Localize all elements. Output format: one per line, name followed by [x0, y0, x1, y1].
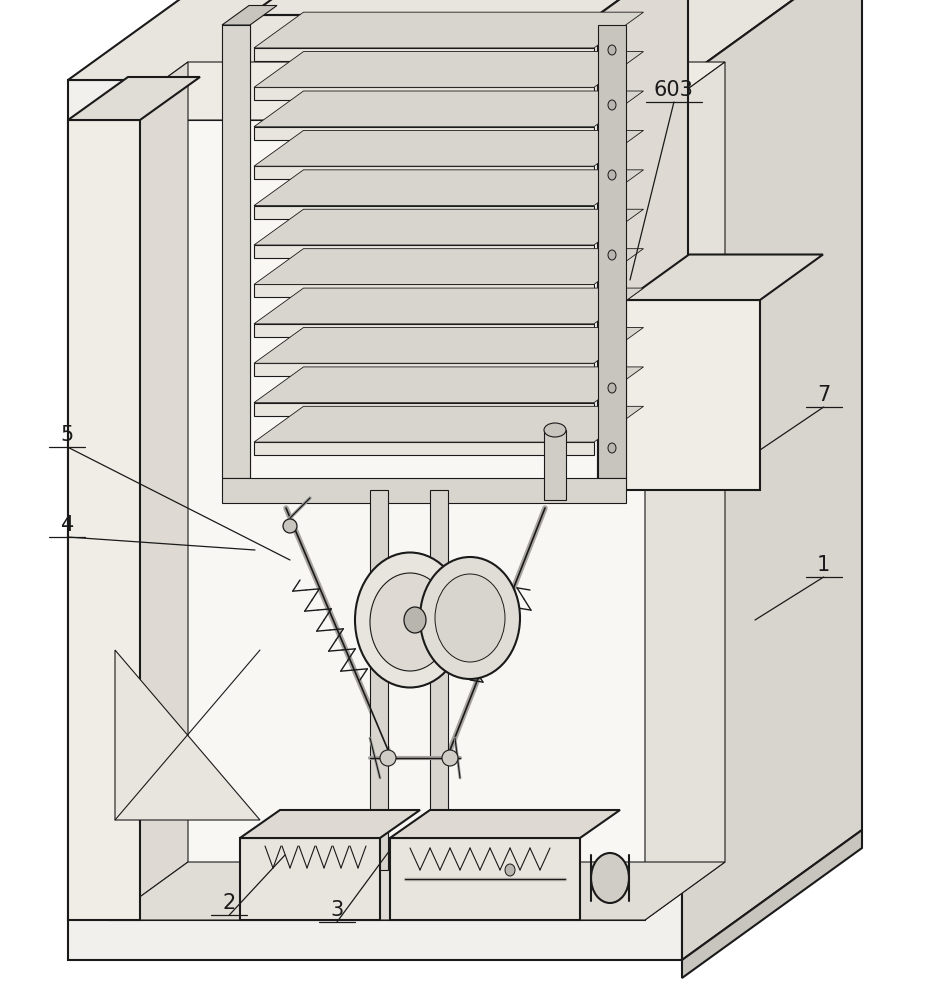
- Polygon shape: [682, 830, 862, 978]
- Polygon shape: [645, 62, 725, 920]
- Text: 603: 603: [654, 80, 694, 100]
- Polygon shape: [254, 328, 644, 363]
- Ellipse shape: [591, 853, 629, 903]
- Polygon shape: [682, 0, 862, 960]
- Polygon shape: [254, 127, 594, 140]
- Polygon shape: [68, 0, 862, 80]
- Polygon shape: [254, 249, 644, 284]
- Polygon shape: [68, 80, 682, 960]
- Polygon shape: [254, 367, 644, 403]
- Ellipse shape: [608, 170, 616, 180]
- Polygon shape: [254, 245, 594, 258]
- Ellipse shape: [380, 750, 396, 766]
- Text: 3: 3: [330, 900, 344, 920]
- Polygon shape: [108, 120, 645, 920]
- Ellipse shape: [608, 250, 616, 260]
- Ellipse shape: [442, 750, 458, 766]
- Polygon shape: [222, 478, 626, 503]
- Polygon shape: [254, 406, 644, 442]
- Polygon shape: [254, 363, 594, 376]
- Polygon shape: [222, 25, 250, 478]
- Polygon shape: [250, 0, 688, 15]
- Ellipse shape: [505, 864, 515, 876]
- Ellipse shape: [283, 519, 297, 533]
- Polygon shape: [544, 430, 566, 500]
- Ellipse shape: [608, 443, 616, 453]
- Polygon shape: [254, 87, 594, 100]
- Polygon shape: [254, 324, 594, 337]
- Polygon shape: [254, 288, 644, 324]
- Ellipse shape: [404, 607, 426, 633]
- Polygon shape: [108, 62, 725, 120]
- Polygon shape: [254, 48, 594, 61]
- Polygon shape: [598, 25, 626, 478]
- Polygon shape: [254, 209, 644, 245]
- Polygon shape: [254, 52, 644, 87]
- Polygon shape: [254, 442, 594, 455]
- Polygon shape: [254, 91, 644, 127]
- Polygon shape: [115, 650, 260, 820]
- Ellipse shape: [370, 573, 450, 671]
- Polygon shape: [68, 120, 140, 920]
- Polygon shape: [626, 254, 823, 300]
- Polygon shape: [108, 862, 725, 920]
- Polygon shape: [254, 130, 644, 166]
- Ellipse shape: [420, 557, 520, 679]
- Polygon shape: [222, 5, 277, 25]
- Text: 7: 7: [817, 385, 830, 405]
- Polygon shape: [254, 170, 644, 206]
- Ellipse shape: [608, 383, 616, 393]
- Text: 2: 2: [223, 893, 236, 913]
- Polygon shape: [254, 403, 594, 416]
- Polygon shape: [240, 838, 380, 920]
- Polygon shape: [254, 166, 594, 179]
- Polygon shape: [254, 284, 594, 297]
- Polygon shape: [68, 77, 200, 120]
- Polygon shape: [626, 300, 760, 490]
- Ellipse shape: [355, 552, 465, 688]
- Text: 5: 5: [61, 425, 74, 445]
- Ellipse shape: [608, 45, 616, 55]
- Text: 4: 4: [61, 515, 74, 535]
- Polygon shape: [390, 838, 580, 920]
- Polygon shape: [598, 0, 688, 488]
- Ellipse shape: [608, 100, 616, 110]
- Polygon shape: [254, 12, 644, 48]
- Polygon shape: [240, 810, 420, 838]
- Polygon shape: [254, 206, 594, 219]
- Polygon shape: [390, 810, 620, 838]
- Ellipse shape: [544, 423, 566, 437]
- Polygon shape: [370, 490, 388, 870]
- Polygon shape: [108, 62, 188, 920]
- Text: 1: 1: [817, 555, 830, 575]
- Ellipse shape: [435, 574, 505, 662]
- Polygon shape: [430, 490, 448, 870]
